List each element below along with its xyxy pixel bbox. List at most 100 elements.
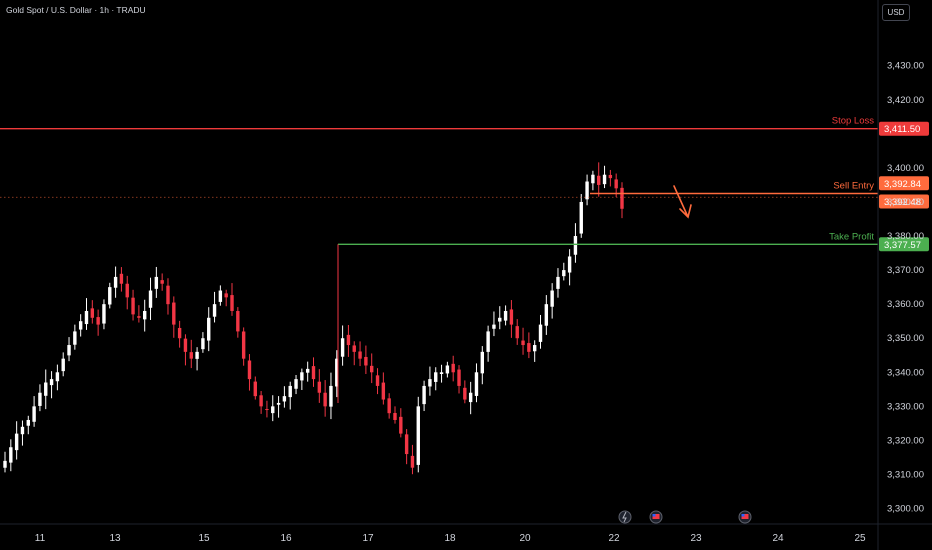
candle-body	[160, 280, 164, 284]
candle-body	[67, 345, 71, 356]
level-price-badge	[879, 194, 929, 209]
price-axis[interactable]: 3,300.00 3,310.00 3,320.00 3,330.00 3,340.00…	[887, 61, 924, 515]
candle-body	[434, 372, 438, 382]
time-axis[interactable]: 11 13 15 16 17 18 20 22 23 24 25	[35, 533, 866, 544]
candle-body	[509, 309, 514, 325]
x-tick-label: 24	[772, 533, 784, 544]
candles-group	[3, 162, 624, 475]
candle-body	[538, 324, 543, 342]
candle-body	[492, 324, 496, 329]
candle-body	[329, 385, 333, 407]
candle-body	[90, 308, 95, 318]
candle-body	[602, 174, 607, 185]
candle-body	[474, 372, 479, 396]
y-tick-label: 3,420.00	[887, 95, 924, 106]
candle-body	[288, 385, 292, 398]
candle-body	[183, 338, 188, 352]
candle-body	[212, 304, 217, 317]
candle-body	[148, 290, 153, 308]
candle-body	[527, 343, 531, 352]
candle-body	[102, 304, 106, 324]
x-tick-label: 13	[109, 533, 121, 544]
candle-body	[410, 455, 415, 468]
candle-body	[271, 406, 275, 414]
level-price-badge	[879, 237, 929, 252]
candle-body	[480, 351, 485, 374]
candle-body	[119, 273, 124, 284]
candle-body	[585, 181, 589, 200]
candle-body	[358, 351, 362, 359]
candle-body	[445, 365, 450, 374]
level-label: Take Profit	[829, 231, 874, 242]
flag-glyph	[741, 514, 749, 519]
y-tick-label: 3,300.00	[887, 504, 924, 515]
candle-body	[26, 419, 30, 426]
candle-body	[335, 358, 339, 387]
candle-body	[503, 310, 508, 321]
candle-body	[61, 358, 65, 372]
candle-body	[404, 434, 409, 455]
current-price-badge	[879, 176, 929, 191]
candle-body	[597, 175, 601, 185]
candle-body	[532, 345, 537, 352]
y-tick-label: 3,370.00	[887, 265, 924, 276]
lightning-glyph	[622, 511, 627, 523]
candle-body	[236, 311, 240, 332]
candle-body	[463, 387, 467, 400]
candle-body	[38, 392, 42, 406]
candle-body	[49, 379, 54, 386]
candle-body	[608, 174, 613, 179]
candle-body	[125, 283, 129, 298]
candle-body	[620, 187, 624, 209]
candle-body	[55, 372, 60, 382]
candle-body	[439, 372, 444, 374]
candle-body	[218, 290, 223, 302]
currency-button[interactable]: USD	[882, 4, 910, 21]
event-markers[interactable]	[618, 510, 752, 524]
candle-body	[137, 316, 141, 318]
candle-body	[44, 382, 48, 396]
x-tick-label: 25	[854, 533, 866, 544]
x-tick-label: 17	[362, 533, 374, 544]
candle-body	[486, 331, 490, 352]
candle-body	[259, 395, 263, 407]
x-tick-label: 20	[519, 533, 531, 544]
candle-body	[172, 302, 176, 325]
candle-body	[498, 317, 502, 322]
candle-body	[265, 409, 269, 411]
bearish-arrow-icon	[673, 185, 692, 219]
candle-body	[422, 385, 426, 405]
level-label: Stop Loss	[832, 116, 874, 127]
candle-body	[614, 179, 618, 189]
x-tick-label: 15	[198, 533, 210, 544]
lightning-event-icon[interactable]	[618, 510, 632, 524]
x-tick-label: 18	[444, 533, 456, 544]
candle-body	[352, 345, 356, 352]
x-tick-label: 22	[608, 533, 620, 544]
candle-body	[311, 366, 316, 380]
candle-body	[78, 321, 83, 330]
candle-body	[346, 334, 351, 346]
symbol-title: Gold Spot / U.S. Dollar · 1h · TRADU	[6, 5, 146, 15]
candle-body	[562, 270, 566, 277]
level-price-text: 3,392.48	[884, 197, 921, 208]
level-price-badge	[879, 121, 929, 136]
candle-body	[253, 381, 257, 397]
candle-body	[451, 363, 455, 373]
candle-body	[428, 379, 432, 387]
levels-group: Stop Loss 3,411.50 Sell Entry 3,392.48 Take …	[0, 116, 929, 403]
y-tick-label: 3,350.00	[887, 333, 924, 344]
candle-body	[108, 287, 112, 305]
y-tick-label: 3,320.00	[887, 435, 924, 446]
x-tick-label: 11	[35, 533, 46, 544]
candle-body	[14, 433, 19, 451]
candle-body	[84, 310, 89, 325]
candle-body	[113, 276, 118, 288]
y-tick-label: 3,390.00	[887, 197, 924, 208]
candle-body	[375, 375, 380, 386]
candle-body	[544, 304, 549, 326]
candle-body	[20, 426, 25, 435]
candle-body	[579, 201, 583, 234]
candle-body	[387, 398, 391, 414]
